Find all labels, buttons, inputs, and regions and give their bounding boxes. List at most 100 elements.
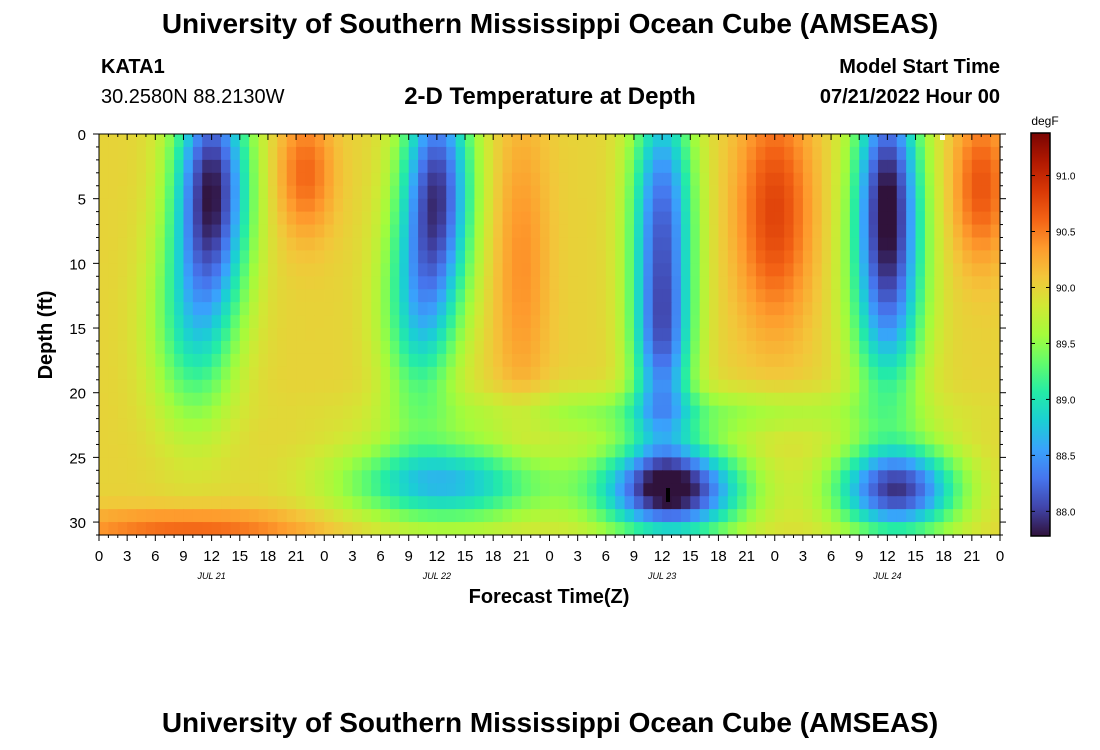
heatmap-cell: [793, 198, 804, 213]
heatmap-cell: [530, 496, 541, 510]
heatmap-cell: [427, 457, 438, 471]
x-tick-label: 9: [630, 548, 638, 565]
heatmap-cell: [267, 237, 278, 252]
heatmap-cell: [906, 366, 917, 381]
heatmap-cell: [540, 496, 551, 510]
heatmap-cell: [389, 315, 400, 329]
heatmap-cell: [662, 328, 673, 342]
heatmap-cell: [896, 483, 907, 497]
heatmap-cell: [530, 431, 541, 446]
heatmap-cell: [671, 444, 682, 458]
heatmap-cell: [887, 211, 898, 226]
heatmap-cell: [577, 302, 588, 316]
heatmap-cell: [877, 366, 888, 381]
heatmap-cell: [577, 172, 588, 187]
heatmap-cell: [746, 328, 757, 342]
heatmap-cell: [633, 470, 644, 484]
heatmap-cell: [887, 444, 898, 458]
heatmap-cell: [859, 522, 870, 536]
heatmap-cell: [877, 328, 888, 342]
heatmap-cell: [906, 172, 917, 187]
heatmap-cell: [774, 470, 785, 484]
heatmap-cell: [108, 340, 119, 355]
heatmap-cell: [971, 159, 982, 174]
heatmap-cell: [361, 289, 372, 303]
heatmap-cell: [540, 353, 551, 368]
heatmap-cell: [812, 146, 823, 161]
heatmap-cell: [859, 198, 870, 213]
heatmap-cell: [671, 198, 682, 213]
heatmap-cell: [680, 328, 691, 342]
heatmap-cell: [136, 392, 147, 407]
heatmap-cell: [211, 340, 222, 355]
heatmap-cell: [943, 185, 954, 200]
heatmap-cell: [380, 405, 391, 420]
heatmap-cell: [324, 470, 335, 484]
heatmap-cell: [568, 328, 579, 342]
heatmap-cell: [831, 263, 842, 277]
heatmap-cell: [953, 353, 964, 368]
heatmap-cell: [211, 392, 222, 407]
heatmap-cell: [784, 392, 795, 407]
heatmap-cell: [784, 198, 795, 213]
heatmap-cell: [793, 431, 804, 446]
heatmap-cell: [549, 289, 560, 303]
heatmap-cell: [211, 328, 222, 342]
heatmap-cell: [314, 483, 325, 497]
heatmap-cell: [286, 224, 297, 239]
heatmap-cell: [906, 263, 917, 277]
heatmap-cell: [802, 185, 813, 200]
heatmap-cell: [164, 146, 175, 161]
heatmap-cell: [145, 211, 156, 226]
heatmap-cell: [183, 172, 194, 187]
heatmap-cell: [699, 470, 710, 484]
heatmap-cell: [755, 483, 766, 497]
heatmap-cell: [474, 509, 485, 523]
heatmap-cell: [643, 289, 654, 303]
heatmap-cell: [521, 172, 532, 187]
heatmap-cell: [812, 289, 823, 303]
heatmap-cell: [427, 211, 438, 226]
heatmap-cell: [718, 418, 729, 433]
plot-title: 2-D Temperature at Depth: [404, 83, 696, 110]
heatmap-cell: [709, 315, 720, 329]
heatmap-cell: [258, 250, 269, 264]
heatmap-cell: [821, 470, 832, 484]
heatmap-cell: [615, 405, 626, 420]
heatmap-cell: [371, 237, 382, 252]
heatmap-cell: [624, 340, 635, 355]
heatmap-cell: [136, 418, 147, 433]
heatmap-cell: [192, 328, 203, 342]
heatmap-cell: [221, 418, 231, 433]
heatmap-cell: [389, 431, 400, 446]
heatmap-cell: [962, 237, 973, 252]
heatmap-cell: [915, 444, 926, 458]
heatmap-cell: [868, 211, 879, 226]
heatmap-cell: [727, 470, 738, 484]
heatmap-cell: [408, 315, 419, 329]
heatmap-cell: [493, 224, 504, 239]
heatmap-cell: [690, 353, 701, 368]
heatmap-cell: [755, 431, 766, 446]
heatmap-cell: [267, 146, 278, 161]
heatmap-cell: [305, 431, 316, 446]
heatmap-cell: [643, 159, 654, 174]
colorbar: [1030, 132, 1051, 537]
heatmap-cell: [680, 302, 691, 316]
heatmap-cell: [371, 302, 382, 316]
heatmap-cell: [840, 457, 851, 471]
heatmap-cell: [249, 289, 260, 303]
heatmap-cell: [230, 211, 241, 226]
heatmap-cell: [924, 457, 935, 471]
heatmap-cell: [652, 263, 663, 277]
heatmap-cell: [286, 470, 297, 484]
heatmap-cell: [455, 276, 466, 290]
heatmap-cell: [906, 392, 917, 407]
heatmap-cell: [258, 444, 269, 458]
heatmap-cell: [211, 431, 222, 446]
heatmap-cell: [521, 483, 532, 497]
heatmap-cell: [962, 353, 973, 368]
heatmap-cell: [596, 224, 607, 239]
heatmap-cell: [802, 392, 813, 407]
heatmap-cell: [699, 483, 710, 497]
